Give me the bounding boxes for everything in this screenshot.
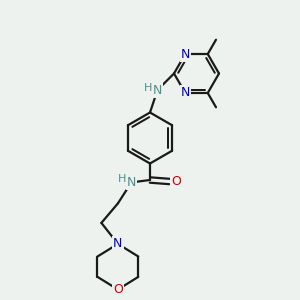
Text: O: O [171,175,181,188]
Text: N: N [113,237,123,250]
Text: H: H [118,174,127,184]
Text: N: N [181,86,190,100]
Text: N: N [153,83,162,97]
Text: N: N [181,47,190,61]
Text: O: O [113,283,123,296]
Text: N: N [127,176,136,189]
Text: H: H [144,82,152,93]
